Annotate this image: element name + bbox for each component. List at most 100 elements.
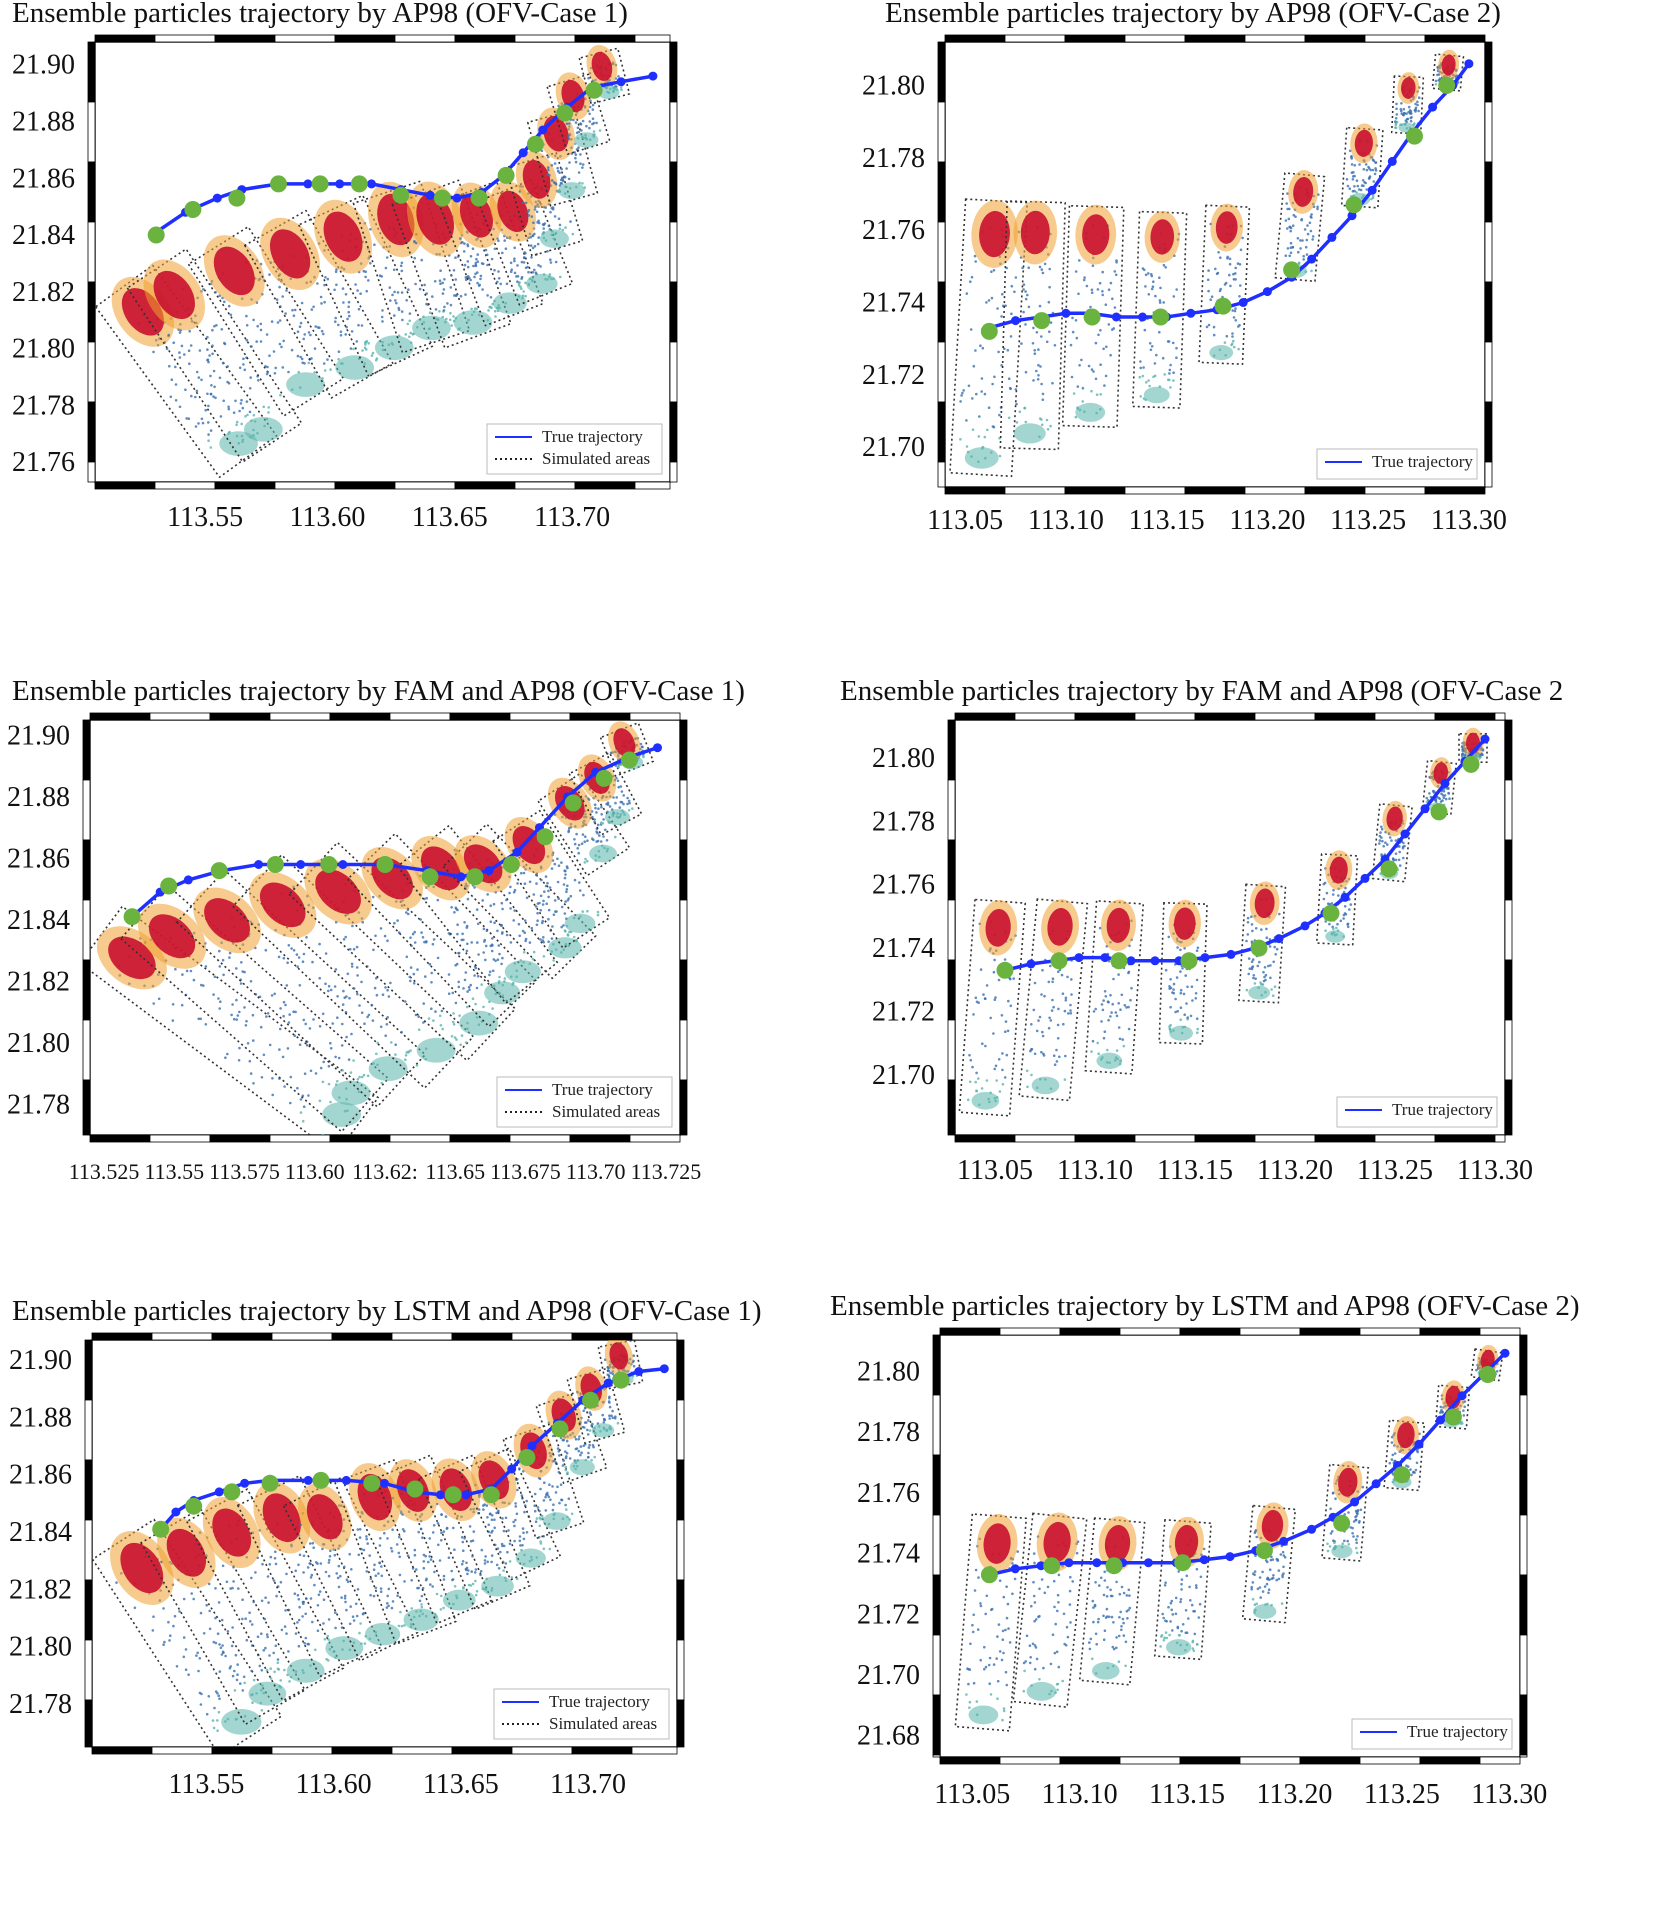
particle-cloud-tail — [221, 1709, 262, 1735]
particle-dot — [1094, 1632, 1098, 1636]
particle-dot — [579, 123, 583, 126]
particle-dot — [331, 1022, 335, 1025]
particle-dot — [1041, 1030, 1044, 1034]
particle-dot — [968, 1700, 972, 1704]
particle-dot — [1130, 986, 1133, 990]
particle-dot — [339, 330, 343, 334]
trajectory-point — [1400, 829, 1410, 839]
particle-dot — [316, 1604, 320, 1607]
particle-dot — [1047, 300, 1051, 304]
particle-dot — [1026, 1085, 1029, 1089]
particle-dot — [266, 365, 269, 369]
particle-dot — [983, 392, 987, 396]
simulated-area — [140, 1507, 306, 1726]
area-outline — [999, 200, 1066, 451]
particle-dot — [263, 1617, 267, 1621]
particle-dot — [569, 220, 572, 223]
particle-dot — [441, 1027, 445, 1031]
trajectory-point — [1420, 804, 1430, 814]
particle-dot — [1217, 251, 1220, 254]
particle-dot — [357, 1553, 361, 1557]
particle-dot — [235, 1678, 239, 1682]
particle-dot — [173, 1614, 177, 1618]
particle-dot — [431, 295, 434, 298]
particle-dot — [508, 1542, 512, 1546]
particle-dot — [1275, 947, 1279, 951]
particle-dot — [420, 931, 423, 934]
particle-dot — [606, 1373, 610, 1376]
frame-segment — [1424, 486, 1486, 495]
particle-dot — [574, 153, 578, 156]
simulated-area — [1061, 204, 1125, 429]
particle-dot — [273, 992, 277, 996]
particle-dot — [1112, 1647, 1116, 1651]
particle-dot — [1037, 363, 1040, 367]
particle-cloud-core — [153, 270, 195, 320]
particle-dot — [378, 1561, 382, 1565]
simulated-area — [1340, 123, 1384, 209]
checkpoint-marker — [363, 1474, 381, 1492]
particle-dot — [549, 258, 552, 262]
particle-dot — [1394, 852, 1398, 855]
particle-dot — [398, 1535, 401, 1539]
y-tick-label: 21.90 — [7, 720, 70, 751]
trajectory-point — [484, 866, 494, 876]
particle-dot — [493, 247, 497, 251]
particle-dot — [1040, 423, 1044, 427]
particle-dot — [458, 1014, 461, 1017]
particle-dot — [1064, 996, 1068, 1000]
particle-dot — [1269, 964, 1272, 967]
particle-cloud-tail — [325, 1636, 364, 1661]
particle-dot — [1224, 281, 1228, 285]
particle-dot — [357, 323, 360, 327]
particle-dot — [1447, 791, 1450, 795]
frame-segment — [1504, 959, 1513, 1021]
checkpoint-marker — [270, 175, 287, 193]
particle-dot — [1020, 342, 1023, 345]
particle-dot — [971, 1065, 974, 1069]
particle-dot — [221, 361, 225, 365]
particle-dot — [530, 926, 534, 930]
particle-dot — [965, 292, 969, 295]
particle-dot — [607, 1375, 611, 1378]
particle-dot — [533, 1509, 537, 1513]
particle-dot — [551, 1508, 555, 1512]
particle-dot — [466, 260, 470, 263]
particle-dot — [1049, 424, 1052, 428]
particle-dot — [568, 161, 571, 164]
particle-dot — [334, 320, 337, 324]
particle-dot — [1199, 1575, 1203, 1579]
particle-dot — [984, 1665, 988, 1669]
frame-segment — [1504, 899, 1513, 961]
particle-dot — [365, 1535, 368, 1538]
frame-segment — [1484, 41, 1493, 103]
particle-dot — [278, 1048, 281, 1051]
y-tick-label: 21.78 — [12, 390, 75, 421]
particle-dot — [358, 1536, 362, 1539]
particle-dot — [1033, 349, 1036, 352]
particle-dot — [476, 941, 479, 944]
particle-dot — [482, 1504, 485, 1507]
particle-cloud-tail — [968, 1705, 999, 1725]
particle-dot — [1099, 363, 1102, 367]
particle-dot — [1045, 340, 1049, 344]
frame-segment — [389, 712, 451, 721]
particle-dot — [491, 1007, 494, 1010]
particle-dot — [546, 1491, 549, 1495]
particle-dot — [969, 1642, 972, 1646]
particle-dot — [317, 1593, 321, 1596]
particle-cloud-core — [497, 190, 529, 233]
particle-dot — [517, 282, 521, 285]
frame-segment — [574, 481, 636, 490]
particle-dot — [551, 1485, 554, 1488]
particle-dot — [189, 344, 193, 347]
particle-dot — [216, 1719, 219, 1722]
area-outline — [1153, 1518, 1213, 1661]
particle-dot — [313, 347, 317, 350]
particle-cloud-core — [1150, 219, 1175, 255]
particle-dot — [390, 1546, 393, 1550]
particle-dot — [498, 1573, 502, 1577]
frame-segment — [679, 899, 688, 961]
panel-lstm-ap98-case2: Ensemble particles trajectory by LSTM an… — [820, 1290, 1654, 1908]
particle-dot — [611, 1409, 614, 1413]
